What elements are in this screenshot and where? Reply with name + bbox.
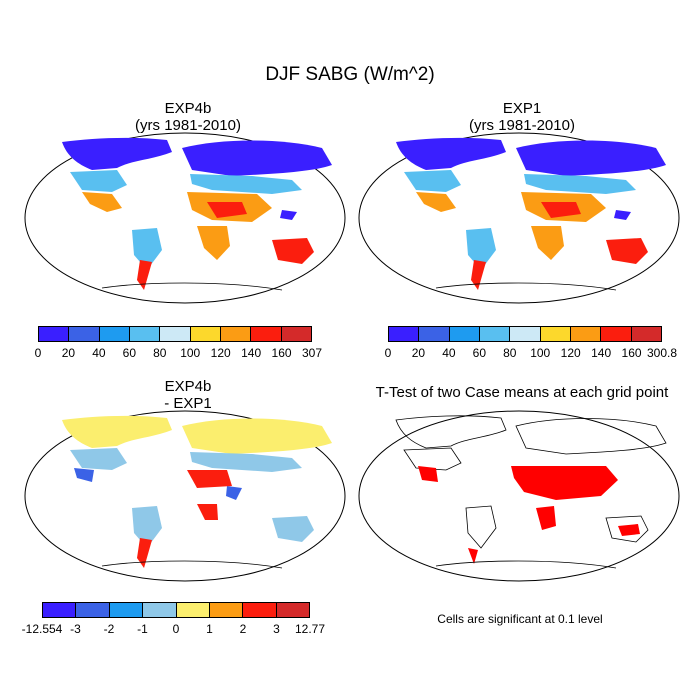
colorbar-swatch [570, 327, 602, 341]
colorbar-tick-label: 40 [442, 346, 456, 360]
panel-title-line2: (yrs 1981-2010) [469, 117, 575, 134]
significant-cells [418, 466, 640, 564]
significance-note: Cells are significant at 0.1 level [437, 612, 603, 626]
map-ttest [358, 410, 680, 582]
colorbar-swatch [220, 327, 252, 341]
colorbar-tick-label: 12.77 [294, 622, 326, 636]
colorbar-swatch [510, 327, 541, 341]
colorbar-swatch [243, 603, 277, 617]
colorbar-tick-label: 307 [301, 346, 323, 360]
figure-title: DJF SABG (W/m^2) [265, 64, 435, 85]
colorbar-tick-label: 100 [530, 346, 551, 360]
colorbar-swatch [143, 603, 177, 617]
colorbar-tick-label: -12.554 [21, 622, 63, 636]
colorbar-swatch [276, 603, 309, 617]
colorbar-swatch [601, 327, 632, 341]
colorbar-swatch [540, 327, 571, 341]
land-neutral [62, 415, 332, 454]
colorbar-swatch [190, 327, 221, 341]
colorbar-diff [42, 602, 310, 618]
panel-title-line1: T-Test of two Case means at each grid po… [375, 384, 669, 401]
colorbar-swatch [479, 327, 511, 341]
colorbar-swatch [99, 327, 130, 341]
colorbar-labels-exp4b: 0 20 40 60 80 100 120 140 160 307 [34, 346, 322, 360]
colorbar-tick-label: 2 [239, 622, 247, 636]
colorbar-swatch [129, 327, 161, 341]
colorbar-tick-label: -3 [70, 622, 81, 636]
colorbar-tick-label: 0 [34, 346, 42, 360]
colorbar-swatch [281, 327, 311, 341]
colorbar-tick-label: 0 [384, 346, 392, 360]
colorbar-tick-label: 140 [591, 346, 612, 360]
colorbar-exp4b [38, 326, 312, 342]
map-exp1 [358, 132, 680, 304]
land-mid [404, 170, 636, 270]
coastline [395, 415, 667, 549]
panel-title-line2: - EXP1 [164, 395, 212, 412]
colorbar-swatch [631, 327, 661, 341]
panel-title-line2: (yrs 1981-2010) [135, 117, 241, 134]
land-hot [471, 202, 648, 290]
colorbar-tick-label: 20 [411, 346, 426, 360]
panel-title-line1: EXP1 [502, 100, 542, 117]
colorbar-tick-label: 160 [621, 346, 642, 360]
colorbar-swatch [251, 327, 282, 341]
colorbar-tick-label: 0 [172, 622, 180, 636]
colorbar-tick-label: 20 [61, 346, 76, 360]
land-mid [70, 170, 302, 270]
colorbar-tick-label: 100 [180, 346, 201, 360]
land-neg [74, 468, 242, 500]
colorbar-tick-label: 40 [92, 346, 106, 360]
colorbar-swatch [39, 327, 70, 341]
map-diff [24, 410, 346, 582]
colorbar-tick-label: 80 [153, 346, 167, 360]
colorbar-tick-label: 60 [472, 346, 487, 360]
panel-title-line1: EXP4b [164, 378, 212, 395]
land-slight-neg [70, 448, 314, 548]
colorbar-swatch [176, 603, 210, 617]
colorbar-swatch [419, 327, 450, 341]
colorbar-swatch [69, 327, 100, 341]
colorbar-swatch [76, 603, 110, 617]
land-hot [137, 202, 314, 290]
colorbar-swatch [389, 327, 420, 341]
panel-title-ttest: T-Test of two Case means at each grid po… [352, 384, 692, 401]
colorbar-tick-label: 140 [241, 346, 262, 360]
colorbar-tick-label: 1 [206, 622, 213, 636]
colorbar-tick-label: -2 [103, 622, 115, 636]
colorbar-swatch [160, 327, 191, 341]
colorbar-tick-label: 160 [271, 346, 292, 360]
land-warm [82, 192, 272, 260]
colorbar-swatch [43, 603, 77, 617]
panel-title-diff: EXP4b - EXP1 [28, 378, 348, 412]
colorbar-tick-label: 300.8 [646, 346, 678, 360]
panel-title-exp4b: EXP4b (yrs 1981-2010) [28, 100, 348, 134]
panel-title-exp1: EXP1 (yrs 1981-2010) [362, 100, 682, 134]
colorbar-tick-label: 120 [210, 346, 231, 360]
colorbar-swatch [449, 327, 480, 341]
colorbar-tick-label: 3 [273, 622, 280, 636]
colorbar-swatch [109, 603, 144, 617]
colorbar-swatch [209, 603, 244, 617]
colorbar-tick-label: 120 [560, 346, 581, 360]
land-cold [396, 137, 666, 220]
colorbar-labels-exp1: 0 20 40 60 80 100 120 140 160 300.8 [384, 346, 677, 360]
panel-title-line1: EXP4b [164, 100, 212, 117]
colorbar-exp1 [388, 326, 662, 342]
land-cold [62, 137, 332, 220]
colorbar-labels-diff: -12.554 -3 -2 -1 0 1 2 3 12.77 [22, 622, 325, 636]
colorbar-tick-label: 60 [122, 346, 137, 360]
colorbar-tick-label: -1 [137, 622, 148, 636]
map-exp4b [24, 132, 346, 304]
colorbar-tick-label: 80 [503, 346, 517, 360]
land-pos [137, 470, 232, 568]
